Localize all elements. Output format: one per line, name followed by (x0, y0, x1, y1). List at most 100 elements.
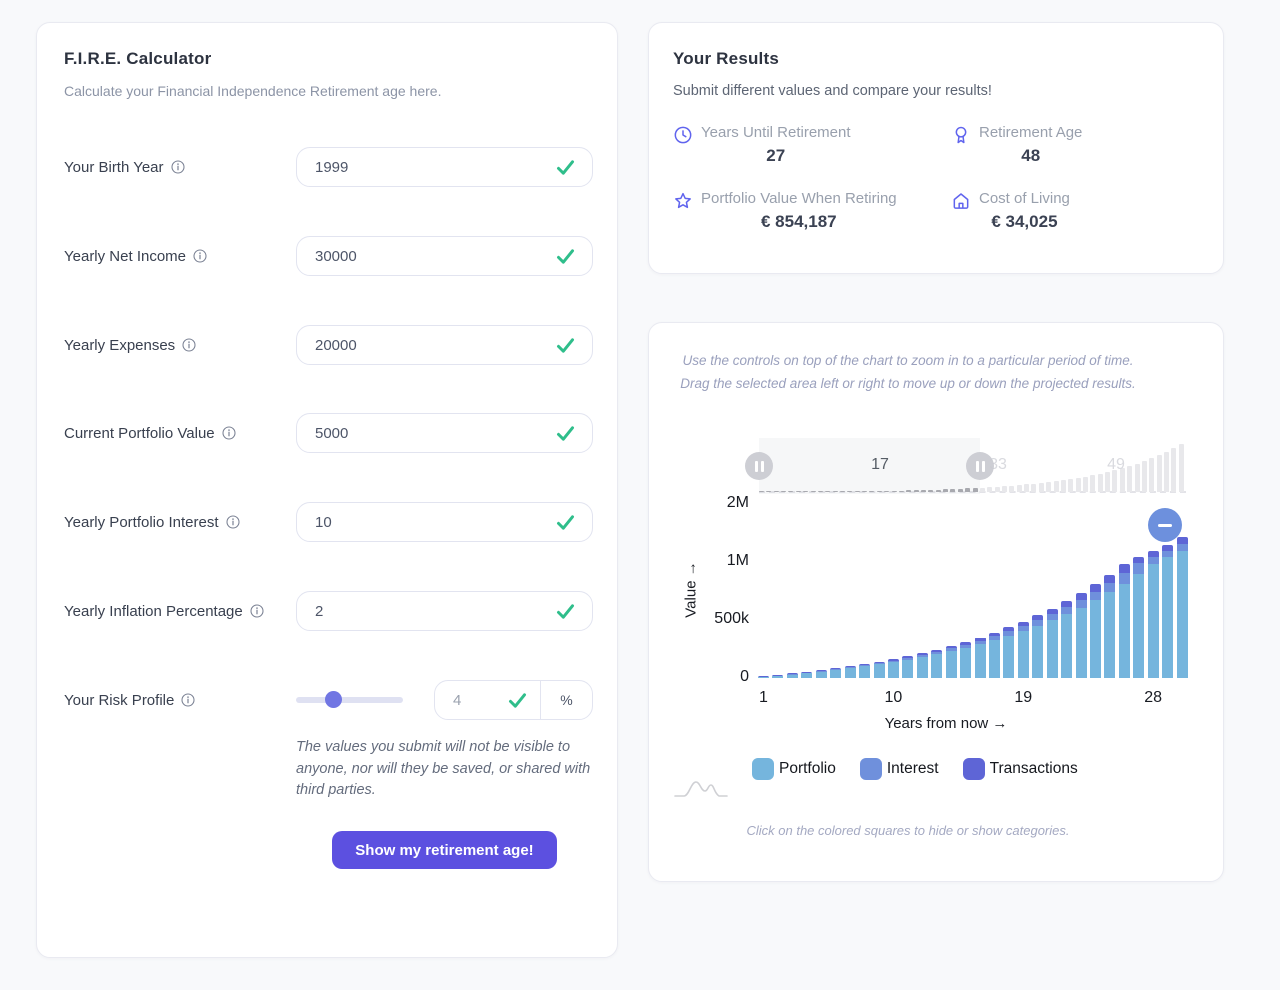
overview-bar-year-52 (1134, 463, 1140, 492)
interest-legend-swatch[interactable] (859, 758, 882, 780)
x-axis-title: Years from now → (884, 715, 1008, 732)
overview-bar-year-12 (840, 491, 845, 492)
brush-tick-label-49: 49 (1107, 456, 1125, 473)
portfolio-legend-swatch[interactable] (752, 758, 774, 780)
info-icon[interactable] (225, 514, 241, 530)
stacked-bar-year-4 (801, 671, 813, 678)
bar-segment-portfolio (902, 659, 914, 678)
stat-retirement-age: Retirement Age 48 (951, 124, 1082, 166)
birth-year-input[interactable]: 1999 (296, 147, 593, 187)
info-icon[interactable] (181, 337, 197, 353)
overview-bar-year-55 (1156, 455, 1162, 492)
overview-bar-year-21 (906, 490, 912, 492)
stat-value: 27 (766, 146, 786, 165)
overview-bar-year-50 (1119, 468, 1125, 492)
y-tick-label-0: 0 (740, 668, 749, 685)
bar-segment-transactions (859, 664, 870, 666)
brush-selected-area[interactable] (759, 438, 980, 494)
bar-segment-interest (801, 672, 813, 673)
stacked-bar-year-16 (974, 637, 986, 678)
portfolio-interest-input[interactable]: 10 (296, 502, 593, 542)
bar-segment-interest (844, 667, 856, 669)
bar-segment-interest (1017, 626, 1029, 632)
legend-item-interest: Interest (859, 758, 939, 780)
stacked-bar-year-23 (1075, 593, 1087, 678)
bar-segment-interest (945, 648, 957, 652)
bar-segment-transactions (873, 661, 885, 663)
bar-segment-portfolio (873, 664, 885, 678)
zoom-brush-control[interactable]: 17 33 49 (745, 438, 1186, 494)
inflation-input[interactable]: 2 (296, 591, 593, 631)
overview-bar-year-27 (950, 489, 956, 492)
x-tick-label-10: 10 (884, 689, 903, 706)
show-retirement-age-button[interactable]: Show my retirement age! (332, 831, 557, 869)
bar-segment-transactions (1162, 544, 1174, 551)
overview-bar-year-7 (803, 491, 809, 492)
x-tick-label-1: 1 (759, 689, 768, 706)
bar-segment-interest (960, 644, 972, 648)
portfolio-interest-value: 10 (315, 513, 332, 531)
calculator-title: F.I.R.E. Calculator (64, 49, 212, 68)
bar-segment-interest (1075, 600, 1087, 608)
brush-right-handle[interactable] (966, 452, 994, 480)
stacked-bar-year-1 (758, 676, 769, 678)
info-icon[interactable] (180, 692, 196, 708)
stacked-bar-year-28 (1147, 551, 1159, 678)
bar-segment-transactions (1118, 564, 1130, 574)
bar-segment-interest (859, 665, 870, 667)
overview-bar-year-54 (1149, 458, 1155, 492)
bar-segment-portfolio (1104, 592, 1116, 678)
privacy-disclaimer: The values you submit will not be visibl… (296, 739, 591, 798)
y-tick-label-1M: 1M (726, 552, 749, 569)
bar-segment-portfolio (772, 675, 784, 678)
bar-segment-transactions (1017, 621, 1029, 627)
bar-segment-portfolio (988, 640, 1000, 678)
stacked-bar-year-24 (1090, 584, 1101, 678)
chart-instruction-line-2: Drag the selected area left or right to … (680, 376, 1136, 391)
legend-hint-note: Click on the colored squares to hide or … (746, 823, 1070, 838)
valid-check-icon (555, 601, 576, 622)
bar-segment-transactions (916, 653, 928, 655)
expenses-input[interactable]: 20000 (296, 325, 593, 365)
stacked-bar-year-20 (1032, 615, 1044, 678)
info-icon[interactable] (192, 248, 208, 264)
net-income-input[interactable]: 30000 (296, 236, 593, 276)
info-icon[interactable] (170, 159, 186, 175)
brush-left-handle[interactable] (745, 452, 773, 480)
wave-logo-icon (673, 773, 729, 806)
form-row-portfolio-interest: Yearly Portfolio Interest 10 (37, 502, 619, 542)
form-row-net-income: Yearly Net Income 30000 (37, 236, 619, 276)
transactions-legend-swatch[interactable] (962, 758, 985, 780)
bar-segment-portfolio (1061, 614, 1073, 678)
stat-cost-of-living: Cost of Living € 34,025 (951, 190, 1070, 232)
info-icon[interactable] (249, 603, 265, 619)
stacked-bar-year-18 (1003, 627, 1015, 678)
stacked-bar-year-27 (1133, 557, 1145, 678)
bar-segment-interest (815, 670, 827, 672)
stacked-bar-year-5 (815, 670, 827, 678)
bar-segment-interest (1104, 583, 1116, 593)
medal-icon (951, 125, 971, 166)
bar-segment-portfolio (887, 662, 899, 678)
bar-segment-transactions (1147, 551, 1159, 557)
bar-segment-portfolio (1176, 551, 1188, 678)
bar-segment-transactions (1061, 601, 1073, 608)
bar-segment-interest (1176, 543, 1188, 552)
bar-segment-interest (902, 657, 914, 660)
overview-bar-year-15 (862, 491, 868, 492)
overview-bar-year-46 (1090, 475, 1096, 492)
bar-segment-transactions (1032, 615, 1044, 621)
info-icon[interactable] (221, 425, 237, 441)
overview-bar-year-39 (1038, 482, 1044, 492)
risk-value-input[interactable]: 4 (435, 681, 540, 719)
bar-segment-transactions (931, 649, 943, 652)
stacked-bar-year-29 (1162, 544, 1174, 678)
portfolio-value-input[interactable]: 5000 (296, 413, 593, 453)
bar-segment-interest (1118, 573, 1130, 584)
risk-slider-thumb[interactable] (325, 691, 342, 708)
zoom-out-minus-button[interactable] (1148, 508, 1182, 542)
risk-slider-track[interactable] (296, 697, 403, 703)
overview-bar-year-48 (1105, 471, 1110, 492)
overview-bar-year-6 (795, 491, 801, 492)
expenses-label: Yearly Expenses (64, 336, 176, 354)
